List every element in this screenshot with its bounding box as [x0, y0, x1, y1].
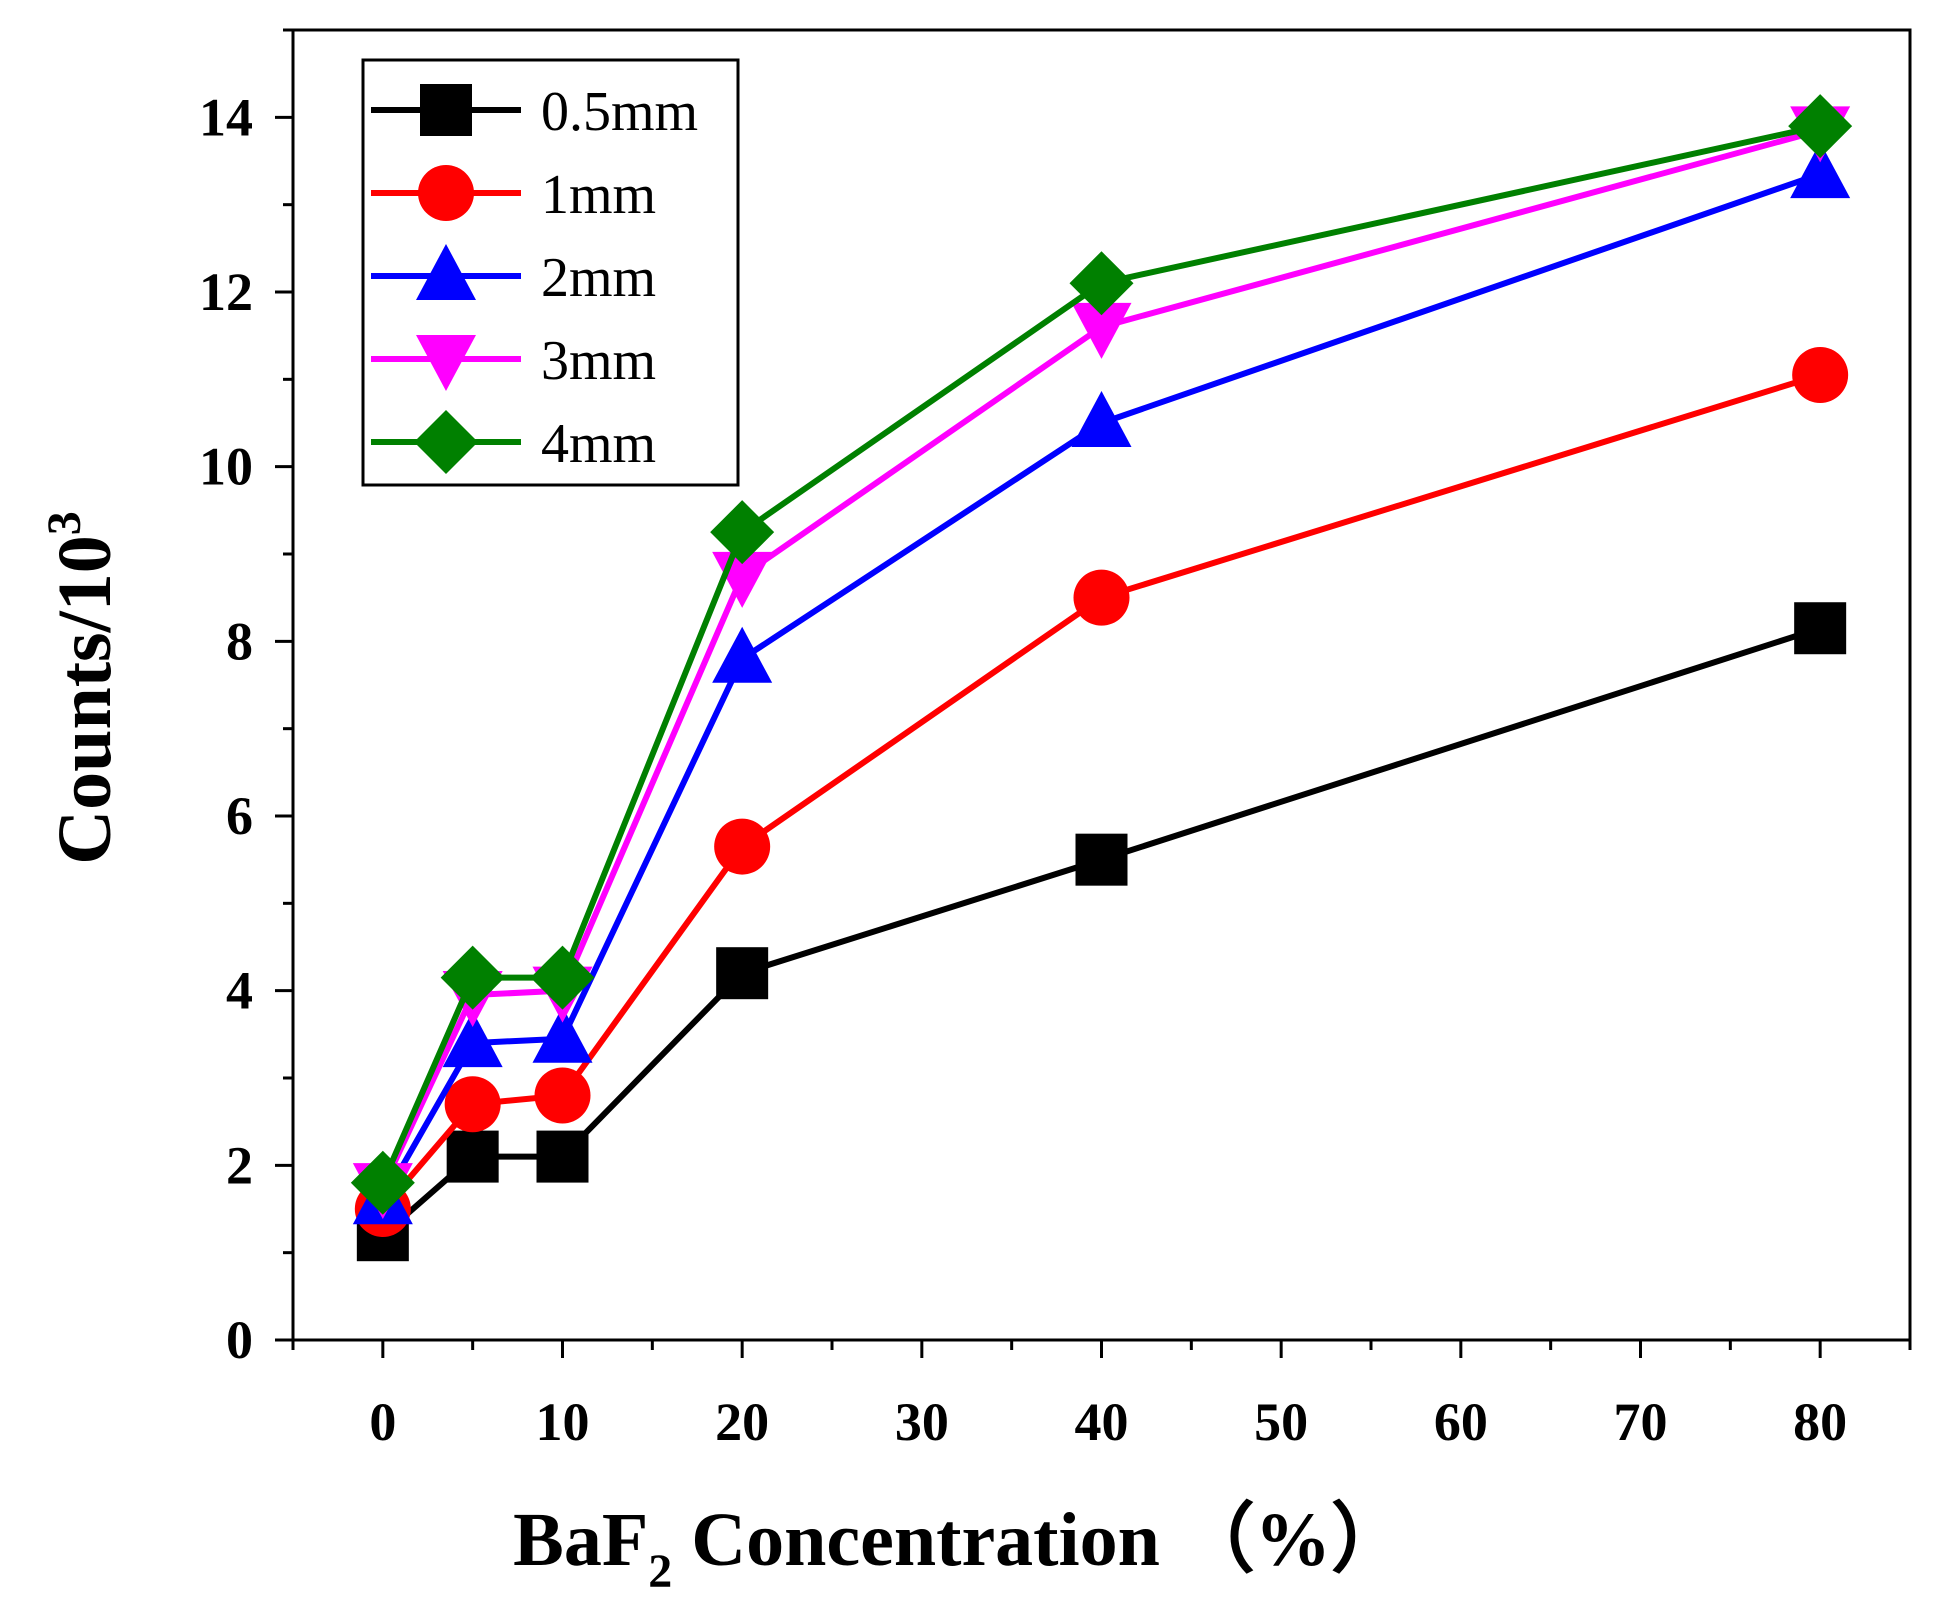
y-tick-label: 4	[226, 961, 253, 1021]
legend-item: 0.5mm	[371, 81, 698, 143]
data-point	[712, 626, 773, 683]
data-point	[444, 1076, 501, 1133]
series-line	[380, 127, 1821, 1189]
data-point	[442, 1011, 503, 1068]
data-point	[1071, 302, 1132, 359]
y-tick-label: 0	[226, 1310, 253, 1370]
axes: 0 10 20 30 40 50 60 70 80 0 2 4 6 8 10 12 14	[199, 28, 1912, 1452]
legend-label: 3mm	[541, 330, 656, 392]
legend-marker	[420, 84, 472, 136]
data-point	[1790, 142, 1851, 199]
y-tick-label: 6	[226, 786, 253, 846]
legend-label: 2mm	[541, 247, 656, 309]
series-line	[380, 372, 1822, 1211]
data-point	[530, 945, 595, 1010]
legend-item: 1mm	[371, 164, 656, 226]
data-point	[532, 1006, 593, 1063]
data-point	[536, 1130, 589, 1183]
data-point	[534, 1067, 591, 1124]
legend-item: 2mm	[371, 244, 656, 309]
data-point	[710, 500, 775, 565]
data-point	[1792, 346, 1849, 403]
data-point	[440, 945, 505, 1010]
series-line	[380, 171, 1822, 1202]
x-axis-title: BaF2 Concentration （%）	[513, 1498, 1407, 1598]
legend-label: 4mm	[541, 413, 656, 475]
series-line	[380, 625, 1822, 1238]
x-tick-label: 20	[715, 1392, 769, 1452]
x-tick-label: 70	[1614, 1392, 1668, 1452]
legend-marker	[418, 165, 474, 221]
data-point	[1075, 833, 1128, 886]
y-tick-label: 14	[199, 87, 253, 147]
legend-label: 0.5mm	[541, 81, 698, 143]
x-tick-label: 30	[895, 1392, 949, 1452]
x-tick-label: 40	[1075, 1392, 1129, 1452]
x-tick-label: 0	[369, 1392, 396, 1452]
legend-label: 1mm	[541, 164, 656, 226]
y-tick-label: 10	[199, 437, 253, 497]
series-layer	[350, 94, 1853, 1262]
y-tick-label: 8	[226, 611, 253, 671]
y-tick-label: 12	[199, 262, 253, 322]
legend-marker	[416, 335, 476, 391]
y-axis-title: Counts/103	[38, 511, 127, 864]
series-4mm	[350, 94, 1853, 1215]
legend-item: 3mm	[371, 330, 656, 392]
data-point	[1794, 602, 1847, 655]
x-tick-label: 50	[1254, 1392, 1308, 1452]
data-point	[1069, 251, 1134, 316]
series-0.5mm	[356, 602, 1847, 1262]
data-point	[716, 947, 769, 1000]
data-point	[446, 1130, 499, 1183]
legend-marker	[414, 410, 478, 474]
series-line	[380, 123, 1821, 1185]
legend-item: 4mm	[371, 410, 656, 475]
data-point	[1073, 569, 1130, 626]
x-tick-label: 80	[1793, 1392, 1847, 1452]
data-point	[350, 1150, 415, 1215]
legend: 0.5mm 1mm 2mm 3mm 4mm	[361, 58, 740, 487]
y-tick-label: 2	[226, 1135, 253, 1195]
x-tick-label: 60	[1434, 1392, 1488, 1452]
data-point	[1788, 94, 1853, 159]
x-tick-label: 10	[536, 1392, 590, 1452]
data-point	[714, 818, 771, 875]
legend-marker	[416, 244, 476, 300]
data-point	[1071, 391, 1132, 447]
